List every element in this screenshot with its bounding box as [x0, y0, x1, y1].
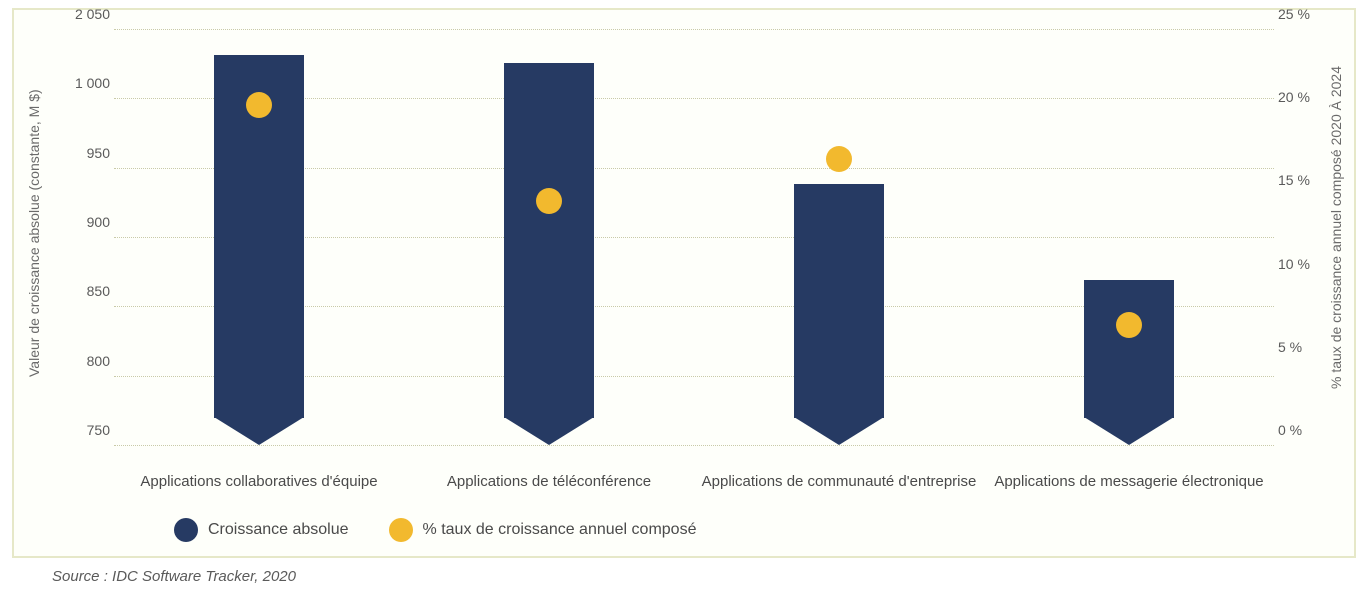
- bar-slot: [694, 30, 984, 446]
- y-right-tick-label: 0 %: [1278, 422, 1322, 438]
- legend-bar-swatch: [174, 518, 198, 542]
- legend-marker-label: % taux de croissance annuel composé: [423, 521, 697, 539]
- legend-marker-swatch: [389, 518, 413, 542]
- bar-slot: [984, 30, 1274, 446]
- legend-bar-label: Croissance absolue: [208, 521, 349, 539]
- plot-area: 7508008509009501 0002 0500 %5 %10 %15 %2…: [114, 30, 1274, 446]
- y-left-tick-label: 1 000: [66, 75, 110, 91]
- y-right-tick-label: 20 %: [1278, 89, 1322, 105]
- y-left-tick-label: 900: [66, 214, 110, 230]
- bar-tip-icon: [794, 417, 884, 445]
- source-text: Source : IDC Software Tracker, 2020: [52, 568, 1356, 585]
- cagr-marker: [826, 146, 852, 172]
- x-axis-category-label: Applications de messagerie électronique: [984, 473, 1274, 492]
- bar: [794, 184, 884, 446]
- y-left-tick-label: 850: [66, 283, 110, 299]
- y-right-tick-label: 10 %: [1278, 256, 1322, 272]
- bar-slot: [404, 30, 694, 446]
- y-left-tick-label: 950: [66, 145, 110, 161]
- bars-container: [114, 30, 1274, 446]
- y-right-tick-label: 25 %: [1278, 6, 1322, 22]
- bar-body: [794, 184, 884, 418]
- bar-tip-icon: [214, 417, 304, 445]
- bar-tip-icon: [504, 417, 594, 445]
- x-axis-category-label: Applications de communauté d'entreprise: [694, 473, 984, 492]
- y-right-tick-label: 15 %: [1278, 172, 1322, 188]
- legend: Croissance absolue % taux de croissance …: [174, 518, 696, 542]
- cagr-marker: [246, 92, 272, 118]
- y-right-axis-title: % taux de croissance annuel composé 2020…: [1328, 60, 1344, 396]
- chart-frame: Valeur de croissance absolue (constante,…: [12, 8, 1356, 558]
- y-left-tick-label: 750: [66, 422, 110, 438]
- legend-item-marker: % taux de croissance annuel composé: [389, 518, 697, 542]
- x-axis-labels: Applications collaboratives d'équipeAppl…: [114, 473, 1274, 492]
- x-axis-category-label: Applications de téléconférence: [404, 473, 694, 492]
- legend-item-bar: Croissance absolue: [174, 518, 349, 542]
- bar-tip-icon: [1084, 417, 1174, 445]
- bar-body: [1084, 280, 1174, 418]
- y-left-tick-label: 2 050: [66, 6, 110, 22]
- cagr-marker: [536, 188, 562, 214]
- bar-slot: [114, 30, 404, 446]
- bar: [504, 63, 594, 446]
- cagr-marker: [1116, 312, 1142, 338]
- bar-body: [504, 63, 594, 418]
- y-left-axis-title: Valeur de croissance absolue (constante,…: [26, 70, 42, 396]
- x-axis-category-label: Applications collaboratives d'équipe: [114, 473, 404, 492]
- y-left-tick-label: 800: [66, 353, 110, 369]
- y-right-tick-label: 5 %: [1278, 339, 1322, 355]
- bar: [1084, 280, 1174, 446]
